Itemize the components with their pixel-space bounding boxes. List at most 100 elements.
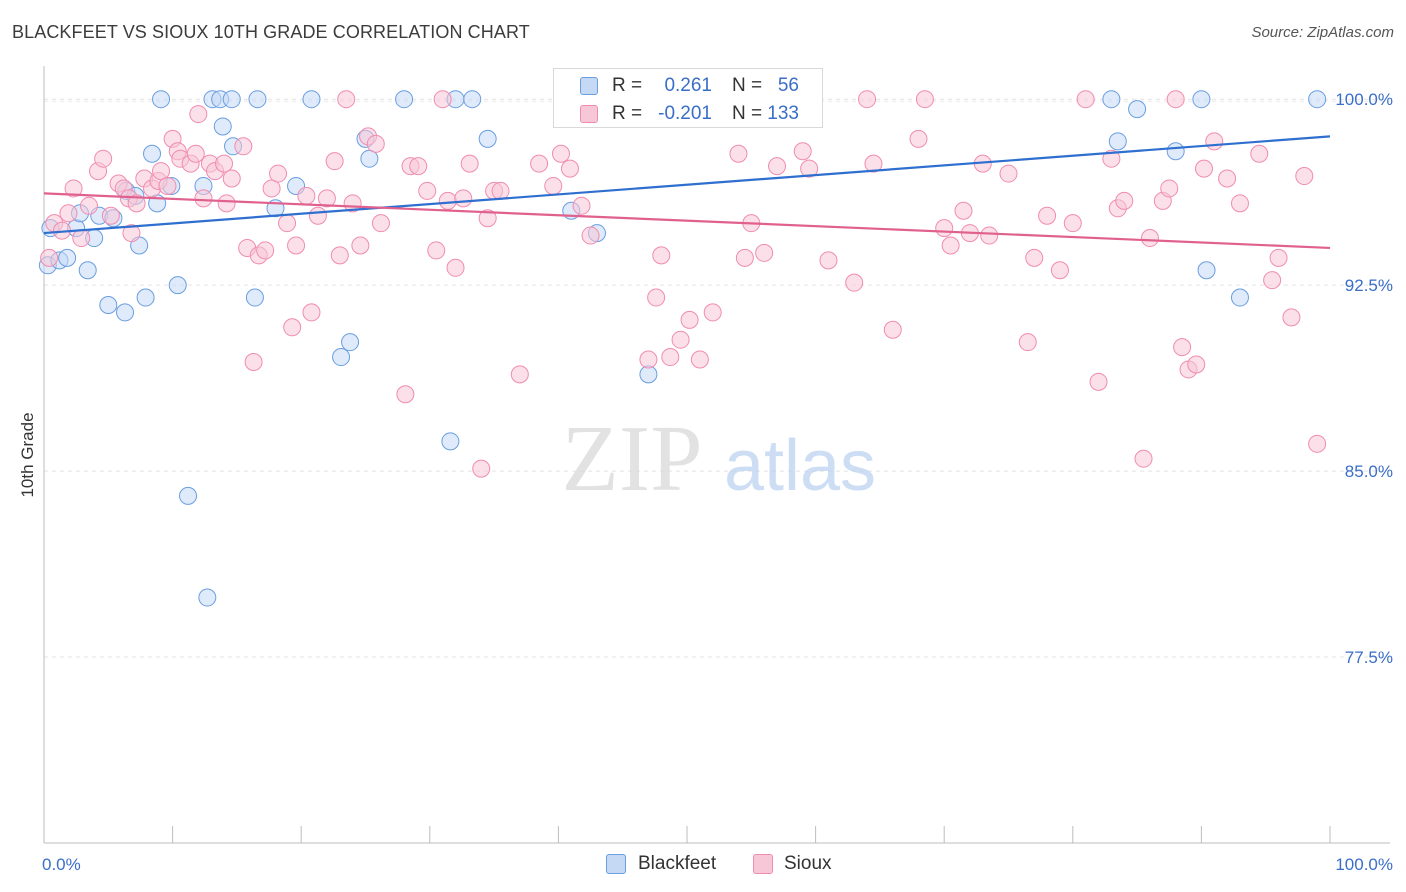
- blackfeet-point: [341, 333, 360, 352]
- sioux-point: [302, 303, 321, 322]
- blackfeet-point: [1230, 288, 1249, 307]
- sioux-point: [1269, 248, 1288, 267]
- sioux-point: [256, 241, 275, 260]
- sioux-point: [1230, 194, 1249, 213]
- trend-lines: [43, 135, 1331, 250]
- sioux-point: [64, 179, 83, 198]
- y-tick-labels: 77.5% 85.0% 92.5% 100.0%: [1335, 90, 1393, 667]
- sioux-point: [366, 134, 385, 153]
- sioux-point: [1218, 169, 1237, 188]
- sioux-point: [915, 90, 934, 109]
- y-tick-label: 100.0%: [1335, 90, 1393, 109]
- blackfeet-point: [168, 276, 187, 295]
- x-tick-label-max: 100.0%: [1335, 855, 1393, 874]
- y-tick-label: 77.5%: [1345, 648, 1393, 667]
- sioux-point: [1194, 159, 1213, 178]
- blackfeet-point: [1308, 90, 1327, 109]
- sioux-point: [581, 226, 600, 245]
- sioux-point: [297, 186, 316, 205]
- sioux-point: [652, 246, 671, 265]
- sioux-point: [1282, 308, 1301, 327]
- sioux-point: [472, 459, 491, 478]
- sioux-point: [186, 144, 205, 163]
- sioux-point: [883, 320, 902, 339]
- blackfeet-point: [395, 90, 414, 109]
- blackfeet-point: [1197, 261, 1216, 280]
- sioux-point: [530, 154, 549, 173]
- blackfeet-point: [99, 295, 118, 314]
- blackfeet-point: [1192, 90, 1211, 109]
- sioux-point: [1166, 90, 1185, 109]
- sioux-point: [287, 236, 306, 255]
- sioux-point: [418, 181, 437, 200]
- blackfeet-trend-line: [43, 135, 1331, 235]
- sioux-point: [244, 353, 263, 372]
- sioux-point: [999, 164, 1018, 183]
- sioux-point: [1063, 214, 1082, 233]
- sioux-point: [80, 196, 99, 215]
- sioux-point: [1134, 449, 1153, 468]
- sioux-point: [560, 159, 579, 178]
- stats-legend: R = 0.261 N = 56 R = -0.201 N = 133: [553, 68, 823, 128]
- blackfeet-point: [213, 117, 232, 136]
- sioux-point: [438, 191, 457, 210]
- sioux-point: [819, 251, 838, 270]
- sioux-point: [330, 246, 349, 265]
- sioux-point: [1308, 434, 1327, 453]
- sioux-point: [729, 144, 748, 163]
- sioux-point: [1115, 191, 1134, 210]
- blackfeet-point: [116, 303, 135, 322]
- blackfeet-swatch: [580, 77, 598, 95]
- stats-row-sioux: R = -0.201 N = 133: [554, 100, 822, 128]
- sioux-point: [122, 224, 141, 243]
- blackfeet-point: [332, 348, 351, 367]
- sioux-point: [317, 189, 336, 208]
- blackfeet-point: [136, 288, 155, 307]
- sioux-point: [1102, 149, 1121, 168]
- sioux-point: [325, 152, 344, 171]
- sioux-point: [793, 142, 812, 161]
- sioux-point: [269, 164, 288, 183]
- sioux-point: [941, 236, 960, 255]
- sioux-point: [94, 149, 113, 168]
- sioux-point: [1263, 271, 1282, 290]
- blackfeet-r-value: 0.261: [664, 75, 712, 96]
- blackfeet-point: [222, 90, 241, 109]
- blackfeet-point: [302, 90, 321, 109]
- sioux-point: [703, 303, 722, 322]
- sioux-point: [371, 214, 390, 233]
- sioux-point: [1187, 355, 1206, 374]
- sioux-point: [510, 365, 529, 384]
- sioux-point: [1250, 144, 1269, 163]
- blackfeet-point: [1108, 132, 1127, 151]
- sioux-point: [351, 236, 370, 255]
- sioux-swatch: [580, 105, 598, 123]
- blackfeet-point: [441, 432, 460, 451]
- sioux-point: [234, 137, 253, 156]
- x-tick-label-min: 0.0%: [42, 855, 81, 874]
- sioux-point: [755, 243, 774, 262]
- sioux-r-value: -0.201: [658, 103, 712, 124]
- sioux-point: [980, 226, 999, 245]
- sioux-point: [858, 90, 877, 109]
- sioux-point: [283, 318, 302, 337]
- n-label: N =: [732, 75, 763, 96]
- sioux-point: [544, 176, 563, 195]
- sioux-n-value: 133: [767, 103, 799, 124]
- sioux-point: [189, 105, 208, 124]
- sioux-point: [1038, 206, 1057, 225]
- sioux-point: [1076, 90, 1095, 109]
- blackfeet-point: [1166, 142, 1185, 161]
- y-tick-label: 92.5%: [1345, 276, 1393, 295]
- blackfeet-point: [248, 90, 267, 109]
- blackfeet-point: [58, 248, 77, 267]
- sioux-point: [680, 310, 699, 329]
- sioux-point: [864, 154, 883, 173]
- legend-sioux-label: Sioux: [784, 853, 832, 874]
- sioux-point: [935, 219, 954, 238]
- sioux-point: [409, 157, 428, 176]
- sioux-point: [152, 162, 171, 181]
- sioux-point: [59, 204, 78, 223]
- sioux-point: [215, 154, 234, 173]
- sioux-point: [194, 189, 213, 208]
